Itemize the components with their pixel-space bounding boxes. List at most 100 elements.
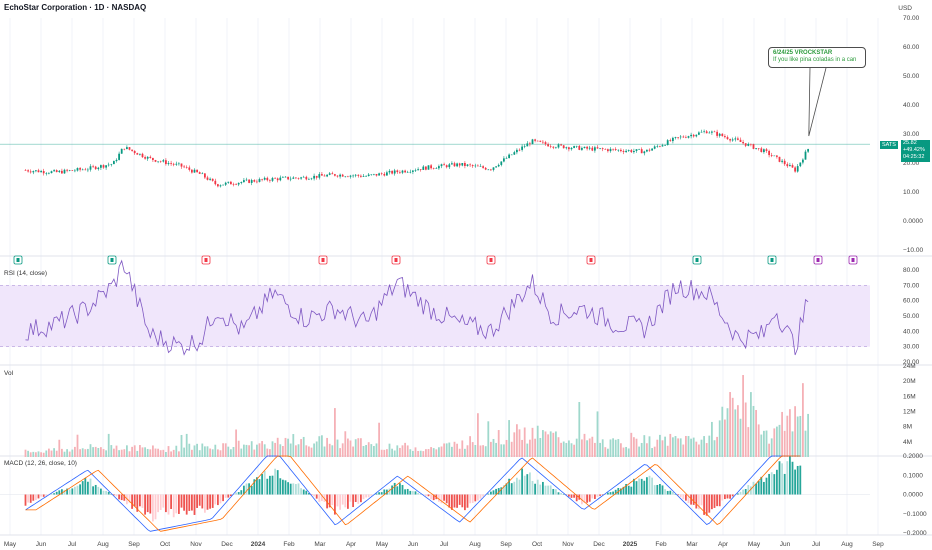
macd-histogram-bar (682, 494, 685, 500)
volume-bar (253, 449, 256, 457)
macd-histogram-bar (157, 494, 159, 513)
symbol-tag: SATS (880, 141, 898, 149)
macd-histogram-bar (417, 492, 419, 495)
candle-body (430, 165, 432, 169)
volume-bar (547, 434, 549, 457)
price-axis-label: 70.00 (903, 15, 920, 22)
macd-histogram-bar (625, 483, 627, 495)
macd-histogram-bar (482, 494, 484, 497)
macd-histogram-bar (534, 483, 536, 495)
candle-body (248, 179, 250, 183)
candle-body (261, 179, 263, 180)
volume-axis-label: 24M (903, 363, 916, 370)
macd-histogram-bar (487, 493, 490, 495)
x-axis-label: Jul (440, 541, 449, 548)
volume-bar (48, 448, 50, 457)
candle-body (781, 160, 783, 162)
candle-body (497, 164, 500, 167)
macd-histogram-bar (726, 494, 729, 499)
volume-bar (89, 444, 92, 457)
volume-bar (344, 431, 347, 457)
earnings-marker-glyph (321, 258, 325, 262)
volume-bar (84, 449, 87, 457)
macd-histogram-bar (341, 494, 344, 505)
volume-bar (27, 450, 29, 457)
macd-histogram-bar (339, 494, 341, 510)
volume-bar (786, 415, 789, 457)
volume-bar (765, 430, 768, 457)
volume-bar (432, 448, 435, 457)
currency-label[interactable]: USD (898, 5, 912, 12)
macd-histogram-bar (347, 494, 349, 509)
macd-histogram-bar (180, 494, 183, 508)
volume-bar (651, 448, 653, 457)
volume-bar (76, 434, 79, 457)
volume-axis-label: 12M (903, 409, 916, 416)
candle-body (378, 173, 380, 176)
earnings-marker-glyph (204, 258, 208, 262)
volume-bar (659, 434, 661, 457)
candle-body (630, 150, 633, 153)
macd-histogram-bar (84, 478, 87, 495)
candle-body (40, 171, 42, 173)
macd-histogram-bar (664, 489, 666, 495)
volume-bar (542, 430, 544, 457)
macd-histogram-bar (430, 494, 432, 500)
candle-body (282, 177, 284, 178)
volume-bar (716, 436, 718, 457)
volume-bar (237, 440, 240, 457)
volume-bar (583, 433, 586, 457)
candle-body (726, 137, 729, 140)
volume-bar (412, 450, 414, 457)
candle-body (287, 176, 289, 180)
macd-histogram-bar (107, 491, 110, 495)
candle-body (50, 171, 53, 174)
volume-bar (32, 451, 35, 457)
macd-histogram-bar (604, 493, 607, 495)
volume-bar (113, 448, 115, 457)
volume-bar (430, 447, 432, 457)
rsi-line (25, 259, 809, 356)
volume-bar (287, 438, 289, 457)
macd-histogram-bar (458, 494, 461, 505)
candle-body (804, 151, 807, 160)
volume-bar (24, 449, 27, 457)
x-axis-label: Sep (128, 541, 140, 548)
volume-bar (102, 449, 105, 457)
candle-body (536, 140, 539, 142)
macd-histogram-bar (183, 494, 185, 511)
volume-bar (274, 442, 276, 457)
candle-body (542, 141, 544, 143)
rsi-axis-label: 80.00 (903, 267, 920, 274)
last-price: 25.82 (903, 140, 917, 146)
volume-bar (370, 444, 373, 457)
candle-body (516, 149, 518, 153)
candle-body (596, 147, 599, 149)
candle-body (724, 136, 726, 138)
macd-histogram-bar (284, 480, 287, 495)
candle-body (783, 160, 786, 165)
candle-body (110, 164, 113, 165)
macd-histogram-bar (768, 473, 770, 495)
candle-body (66, 169, 68, 171)
idea-callout[interactable]: 6/24/25 VROCKSTAR If you like pina colad… (768, 47, 866, 68)
candle-body (474, 165, 477, 167)
candle-body (172, 163, 175, 165)
candle-body (209, 178, 211, 180)
volume-bar (469, 436, 471, 457)
candle-body (328, 173, 331, 175)
volume-bar (744, 402, 747, 457)
volume-bar (386, 449, 388, 457)
candle-body (789, 165, 791, 167)
candle-body (419, 169, 422, 170)
volume-bar (508, 420, 510, 457)
volume-bar (136, 450, 139, 457)
volume-bar (549, 431, 552, 457)
candle-body (505, 158, 508, 159)
macd-histogram-bar (739, 491, 742, 495)
volume-bar (724, 419, 726, 457)
macd-histogram-bar (453, 494, 456, 508)
callout-pointer (808, 67, 827, 137)
price-axis-label: 50.00 (903, 73, 920, 80)
candle-body (29, 171, 32, 173)
